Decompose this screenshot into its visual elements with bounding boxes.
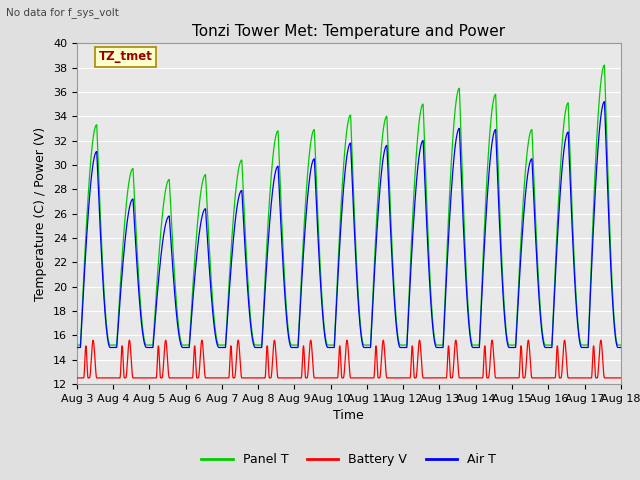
X-axis label: Time: Time <box>333 409 364 422</box>
Legend: Panel T, Battery V, Air T: Panel T, Battery V, Air T <box>196 448 501 471</box>
Title: Tonzi Tower Met: Temperature and Power: Tonzi Tower Met: Temperature and Power <box>192 24 506 39</box>
Y-axis label: Temperature (C) / Power (V): Temperature (C) / Power (V) <box>35 127 47 300</box>
Text: No data for f_sys_volt: No data for f_sys_volt <box>6 7 119 18</box>
Text: TZ_tmet: TZ_tmet <box>99 50 152 63</box>
